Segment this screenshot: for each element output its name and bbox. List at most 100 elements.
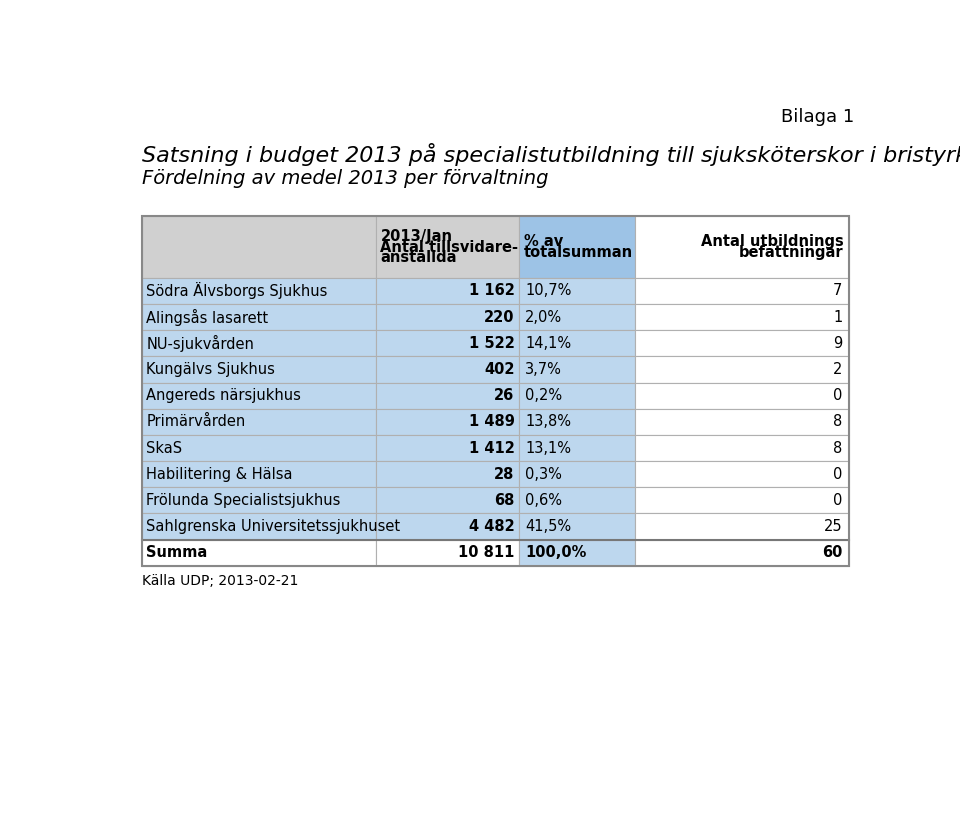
Bar — [636, 540, 849, 566]
Text: 4 482: 4 482 — [468, 519, 515, 534]
Bar — [636, 461, 849, 488]
Bar — [142, 409, 375, 435]
Text: Källa UDP; 2013-02-21: Källa UDP; 2013-02-21 — [142, 574, 298, 588]
Bar — [142, 488, 375, 514]
Text: 402: 402 — [484, 362, 515, 377]
Bar — [519, 514, 636, 540]
Text: anställda: anställda — [380, 251, 457, 265]
Text: Södra Älvsborgs Sjukhus: Södra Älvsborgs Sjukhus — [146, 282, 327, 300]
Text: 3,7%: 3,7% — [525, 362, 563, 377]
Bar — [636, 488, 849, 514]
Bar — [519, 304, 636, 330]
Text: 2013/Jan: 2013/Jan — [380, 229, 452, 243]
Text: 8: 8 — [833, 440, 842, 456]
Bar — [636, 278, 849, 304]
Bar — [519, 383, 636, 409]
Bar — [375, 217, 519, 278]
Text: Alingsås lasarett: Alingsås lasarett — [146, 309, 269, 326]
Text: Summa: Summa — [146, 545, 207, 560]
Text: 1 162: 1 162 — [468, 283, 515, 299]
Text: totalsumman: totalsumman — [524, 245, 633, 260]
Text: 0: 0 — [833, 388, 842, 403]
Text: Sahlgrenska Universitetssjukhuset: Sahlgrenska Universitetssjukhuset — [146, 519, 400, 534]
Bar — [519, 540, 636, 566]
Text: Satsning i budget 2013 på specialistutbildning till sjuksköterskor i bristyrken,: Satsning i budget 2013 på specialistutbi… — [142, 143, 960, 166]
Text: 0: 0 — [833, 466, 842, 482]
Text: 2: 2 — [833, 362, 842, 377]
Bar — [142, 514, 375, 540]
Text: Habilitering & Hälsa: Habilitering & Hälsa — [146, 466, 293, 482]
Bar — [375, 409, 519, 435]
Bar — [375, 461, 519, 488]
Bar — [142, 540, 375, 566]
Bar — [142, 278, 375, 304]
Text: Antal utbildnings: Antal utbildnings — [701, 234, 844, 249]
Text: Angereds närsjukhus: Angereds närsjukhus — [146, 388, 301, 403]
Text: 9: 9 — [833, 336, 842, 351]
Text: 1 522: 1 522 — [468, 336, 515, 351]
Bar — [142, 217, 375, 278]
Text: Frölunda Specialistsjukhus: Frölunda Specialistsjukhus — [146, 493, 341, 508]
Text: 13,8%: 13,8% — [525, 414, 571, 429]
Text: Bilaga 1: Bilaga 1 — [781, 108, 854, 126]
Text: 1 412: 1 412 — [468, 440, 515, 456]
Bar — [519, 330, 636, 357]
Bar — [142, 435, 375, 461]
Bar — [636, 514, 849, 540]
Text: 0: 0 — [833, 493, 842, 508]
Text: % av: % av — [524, 234, 563, 249]
Text: 25: 25 — [824, 519, 842, 534]
Bar — [142, 383, 375, 409]
Text: Primärvården: Primärvården — [146, 414, 246, 429]
Bar — [142, 461, 375, 488]
Text: NU-sjukvården: NU-sjukvården — [146, 335, 254, 352]
Text: 28: 28 — [494, 466, 515, 482]
Bar — [375, 383, 519, 409]
Bar — [636, 330, 849, 357]
Bar — [142, 357, 375, 383]
Text: 7: 7 — [833, 283, 842, 299]
Bar — [375, 488, 519, 514]
Bar — [375, 514, 519, 540]
Bar — [519, 217, 636, 278]
Bar — [519, 435, 636, 461]
Text: 10 811: 10 811 — [458, 545, 515, 560]
Bar — [636, 435, 849, 461]
Text: 220: 220 — [484, 309, 515, 325]
Bar — [375, 304, 519, 330]
Text: 100,0%: 100,0% — [525, 545, 587, 560]
Text: 0,3%: 0,3% — [525, 466, 563, 482]
Bar — [519, 278, 636, 304]
Bar — [375, 540, 519, 566]
Text: 8: 8 — [833, 414, 842, 429]
Text: SkaS: SkaS — [146, 440, 182, 456]
Bar — [636, 357, 849, 383]
Text: 60: 60 — [822, 545, 842, 560]
Bar — [636, 217, 849, 278]
Bar — [142, 304, 375, 330]
Text: Fördelning av medel 2013 per förvaltning: Fördelning av medel 2013 per förvaltning — [142, 168, 548, 187]
Text: 41,5%: 41,5% — [525, 519, 571, 534]
Bar — [519, 461, 636, 488]
Bar — [519, 488, 636, 514]
Bar — [375, 435, 519, 461]
Bar — [142, 217, 849, 566]
Text: 0,6%: 0,6% — [525, 493, 563, 508]
Text: 26: 26 — [494, 388, 515, 403]
Text: Kungälvs Sjukhus: Kungälvs Sjukhus — [146, 362, 276, 377]
Text: 1 489: 1 489 — [468, 414, 515, 429]
Bar — [375, 357, 519, 383]
Bar — [519, 409, 636, 435]
Text: 68: 68 — [494, 493, 515, 508]
Text: 1: 1 — [833, 309, 842, 325]
Bar — [519, 357, 636, 383]
Bar — [375, 278, 519, 304]
Text: befattningar: befattningar — [739, 245, 844, 260]
Text: 0,2%: 0,2% — [525, 388, 563, 403]
Text: 14,1%: 14,1% — [525, 336, 571, 351]
Bar — [636, 304, 849, 330]
Text: 10,7%: 10,7% — [525, 283, 572, 299]
Text: 2,0%: 2,0% — [525, 309, 563, 325]
Text: 13,1%: 13,1% — [525, 440, 571, 456]
Bar — [142, 330, 375, 357]
